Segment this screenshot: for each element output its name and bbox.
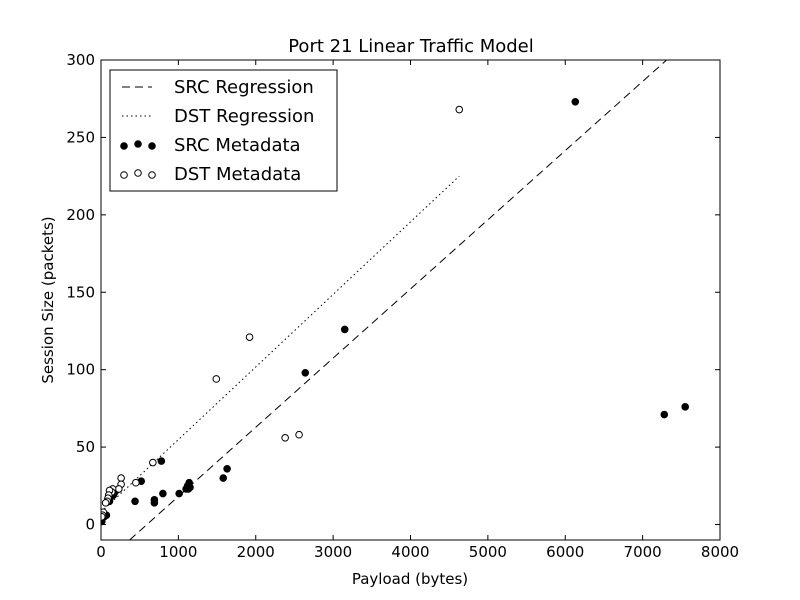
legend-swatch-2-0: [120, 142, 128, 150]
legend-label-3: DST Metadata: [174, 164, 301, 185]
regression-line-0: [129, 60, 667, 540]
y-tick-label-3: 150: [66, 283, 95, 301]
legend-swatch-3-0: [120, 171, 128, 179]
x-tick-label-8: 8000: [701, 543, 739, 561]
dst-point-16: [101, 499, 110, 507]
src-point-3: [660, 410, 669, 419]
x-tick-label-3: 3000: [314, 543, 352, 561]
dst-point-1: [245, 333, 254, 341]
src-point-14: [157, 457, 166, 465]
plot-inner: [101, 60, 689, 540]
x-axis-title: Payload (bytes): [352, 570, 468, 588]
dst-point-3: [295, 430, 303, 439]
x-tick-label-7: 7000: [624, 543, 662, 561]
y-tick-label-6: 300: [66, 51, 95, 69]
src-point-12: [175, 489, 183, 498]
y-tick-label-2: 100: [66, 361, 95, 379]
src-point-6: [219, 474, 228, 482]
legend-swatch-3-2: [148, 171, 156, 179]
src-point-1: [340, 325, 349, 334]
x-tick-label-6: 6000: [546, 543, 584, 561]
legend-swatch-2-1: [134, 140, 142, 148]
dst-point-4: [281, 434, 289, 442]
y-tick-label-4: 200: [66, 206, 95, 224]
y-tick-label-0: 0: [85, 516, 95, 534]
x-tick-label-5: 5000: [469, 543, 507, 561]
src-point-2: [301, 368, 310, 377]
x-tick-label-4: 4000: [391, 543, 429, 561]
y-tick-label-5: 250: [66, 128, 95, 146]
y-tick-label-1: 50: [76, 438, 95, 456]
legend: SRC Regression DST Regression SRC Metadata…: [109, 69, 338, 192]
dst-point-2: [212, 375, 221, 383]
dst-point-5: [149, 458, 157, 467]
legend-swatch-3-1: [134, 169, 142, 177]
dst-point-0: [455, 105, 464, 114]
chart-title: Port 21 Linear Traffic Model: [288, 36, 534, 57]
legend-label-1: DST Regression: [174, 106, 314, 127]
regression-line-1: [101, 175, 460, 513]
dst-point-6: [132, 478, 140, 487]
y-axis-title: Session Size (packets): [39, 216, 57, 383]
legend-label-2: SRC Metadata: [174, 135, 301, 156]
src-point-4: [681, 403, 689, 411]
legend-swatch-2-2: [148, 142, 156, 150]
src-point-11: [184, 485, 193, 493]
legend-box: [109, 69, 338, 192]
src-point-0: [571, 98, 580, 106]
dst-point-7: [117, 474, 125, 482]
x-tick-label-0: 0: [96, 543, 106, 561]
src-point-18: [131, 497, 139, 506]
x-tick-label-1: 1000: [159, 543, 197, 561]
src-point-13: [159, 489, 167, 498]
src-point-16: [150, 499, 159, 507]
x-tick-label-2: 2000: [237, 543, 275, 561]
axes: 0 1000 2000 3000 4000 5000 6000 7000 8000 0 50 100 1…: [66, 51, 739, 561]
dst-point-9: [114, 485, 123, 493]
plot-area: [101, 60, 689, 540]
dst-point-19: [101, 512, 106, 521]
legend-label-0: SRC Regression: [174, 77, 314, 98]
src-point-5: [223, 464, 231, 473]
